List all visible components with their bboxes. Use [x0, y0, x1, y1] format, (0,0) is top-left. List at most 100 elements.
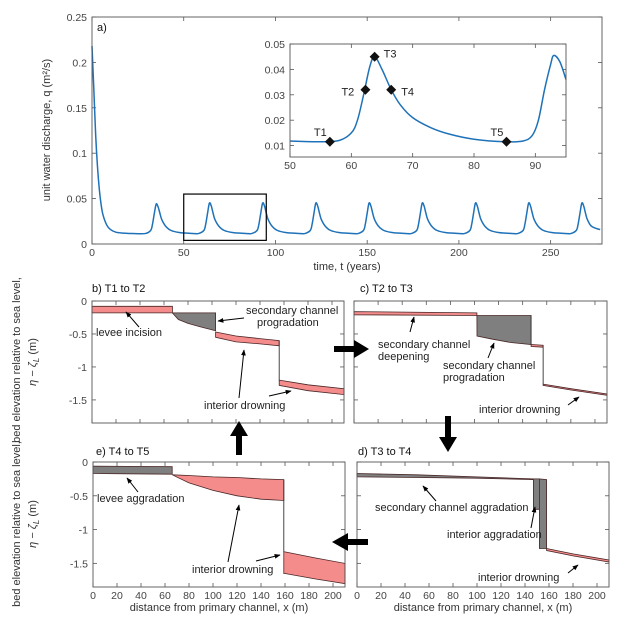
arrow-up-icon — [230, 421, 248, 455]
panel-title-d: d) T3 to T4 — [358, 446, 411, 458]
annotation-deepening: deepening — [378, 351, 429, 363]
drowning-area — [546, 548, 610, 563]
x-axis-label-distance-e: distance from primary channel, x (m) — [130, 602, 309, 614]
y-label-symbol: η − ζ — [27, 361, 39, 386]
x-tick-label: 100 — [267, 247, 285, 259]
panel-d: 0 20 40 60 80 100 120 140 160 180 200 — [354, 461, 610, 602]
marker-t4 — [386, 84, 397, 95]
x-tick-label: 50 — [284, 160, 296, 172]
panel-a: 0 50 100 150 200 250 0 0.05 0.1 0.15 0.2 0.25 — [67, 12, 603, 259]
x-tick-label: 0 — [90, 590, 96, 602]
x-tick-label: 80 — [183, 590, 195, 602]
annotation-arrows — [125, 311, 580, 574]
y-axis-label-line2: η − ζL (m) — [27, 500, 41, 548]
panel-e: 0 20 40 60 80 100 120 140 160 180 200 0 -0.5 -1 -1.5 — [70, 457, 346, 602]
y-label-subscript: L — [32, 520, 41, 524]
x-tick-label: 250 — [542, 247, 560, 259]
x-tick-label: 40 — [399, 590, 411, 602]
y-label-unit: (m) — [27, 338, 39, 358]
x-tick-label: 80 — [447, 590, 459, 602]
y-tick-label: 0 — [81, 239, 87, 251]
x-tick-label: 180 — [300, 590, 318, 602]
annotation-secondary-channel-aggradation: secondary channel aggradation — [375, 502, 529, 514]
arrow-icon — [255, 553, 281, 562]
x-tick-label: 120 — [228, 590, 246, 602]
y-tick-label: 0.2 — [72, 57, 87, 69]
aggradation-area — [92, 465, 173, 475]
y-tick-label: 0.25 — [67, 12, 88, 24]
arrow-left-icon — [332, 533, 368, 551]
zoom-box — [183, 193, 267, 241]
inset: 50 60 70 80 90 0.01 0.02 0.03 0.04 0.05 T1 T2 T3 T4 T5 — [265, 39, 567, 172]
marker-label: T2 — [341, 87, 354, 99]
x-tick-label: 70 — [407, 160, 419, 172]
panel-title-c: c) T2 to T3 — [360, 283, 413, 295]
annotation-progradation: progradation — [443, 372, 505, 384]
x-tick-label: 140 — [516, 590, 534, 602]
marker-t5 — [501, 136, 512, 147]
x-tick-label: 80 — [468, 160, 480, 172]
annotation-secondary-channel: secondary channel — [443, 360, 535, 372]
marker-t2 — [360, 84, 371, 95]
x-tick-label: 100 — [468, 590, 486, 602]
y-tick-label: 0.05 — [265, 39, 286, 51]
x-tick-label: 0 — [354, 590, 360, 602]
aggradation-area — [171, 312, 216, 332]
panel-title-a: a) — [97, 22, 107, 34]
x-tick-label: 180 — [564, 590, 582, 602]
arrow-icon — [227, 504, 241, 563]
drowning-area — [278, 379, 345, 396]
y-axis-label-line1: bed elevation relative to sea level, — [11, 441, 23, 607]
panel-title-b: b) T1 to T2 — [92, 283, 145, 295]
arrow-icon — [217, 317, 245, 323]
arrow-icon — [530, 506, 537, 529]
y-tick-label: 0.15 — [67, 103, 88, 115]
axes-frame — [91, 300, 345, 424]
x-tick-label: 100 — [204, 590, 222, 602]
y-axis-label-main: unit water discharge, q (m²/s) — [41, 59, 53, 201]
y-tick-label: -1.5 — [70, 558, 88, 570]
x-tick-label: 60 — [345, 160, 357, 172]
x-axis-label-time: time, t (years) — [313, 261, 380, 273]
x-tick-label: 60 — [423, 590, 435, 602]
x-axis-label-distance-d: distance from primary channel, x (m) — [394, 602, 573, 614]
arrow-icon — [268, 389, 292, 397]
arrow-icon — [126, 477, 139, 493]
drowning-area — [215, 331, 280, 347]
y-tick-label: 0 — [82, 457, 88, 469]
y-tick-label: 0.04 — [265, 64, 286, 76]
arrow-icon — [125, 311, 140, 328]
aggradation-area — [356, 473, 534, 481]
y-tick-label: -1 — [78, 362, 87, 374]
x-tick-label: 200 — [450, 247, 468, 259]
x-tick-label: 0 — [89, 247, 95, 259]
marker-label: T3 — [384, 49, 397, 61]
y-axis-label-lower-bottom: bed elevation relative to sea level, η −… — [11, 441, 41, 607]
panel-c — [353, 300, 608, 424]
y-tick-label: 0 — [81, 296, 87, 308]
y-tick-label: 0.01 — [265, 141, 286, 153]
x-tick-label: 20 — [111, 590, 123, 602]
x-tick-label: 20 — [375, 590, 387, 602]
annotation-progradation: progradation — [257, 317, 319, 329]
arrow-icon — [238, 349, 246, 399]
marker-t1 — [324, 136, 335, 147]
arrow-down-icon — [439, 416, 457, 452]
y-axis-label-lower-top: bed elevation relative to sea level, η −… — [11, 277, 41, 443]
axes-frame — [356, 461, 610, 588]
x-tick-label: 60 — [159, 590, 171, 602]
drowning-area — [283, 551, 346, 585]
annotation-levee-incision: levee incision — [96, 327, 162, 339]
x-tick-label: 200 — [324, 590, 342, 602]
flow-arrows — [230, 340, 457, 551]
x-tick-label: 90 — [529, 160, 541, 172]
arrow-icon — [409, 316, 415, 333]
y-tick-label: 0.1 — [72, 148, 87, 160]
marker-label: T1 — [314, 127, 327, 139]
y-tick-label: 0.02 — [265, 115, 286, 127]
x-tick-label: 150 — [358, 247, 376, 259]
y-tick-label: -1 — [79, 525, 88, 537]
arrow-icon — [567, 564, 579, 574]
arrow-icon — [422, 485, 437, 502]
